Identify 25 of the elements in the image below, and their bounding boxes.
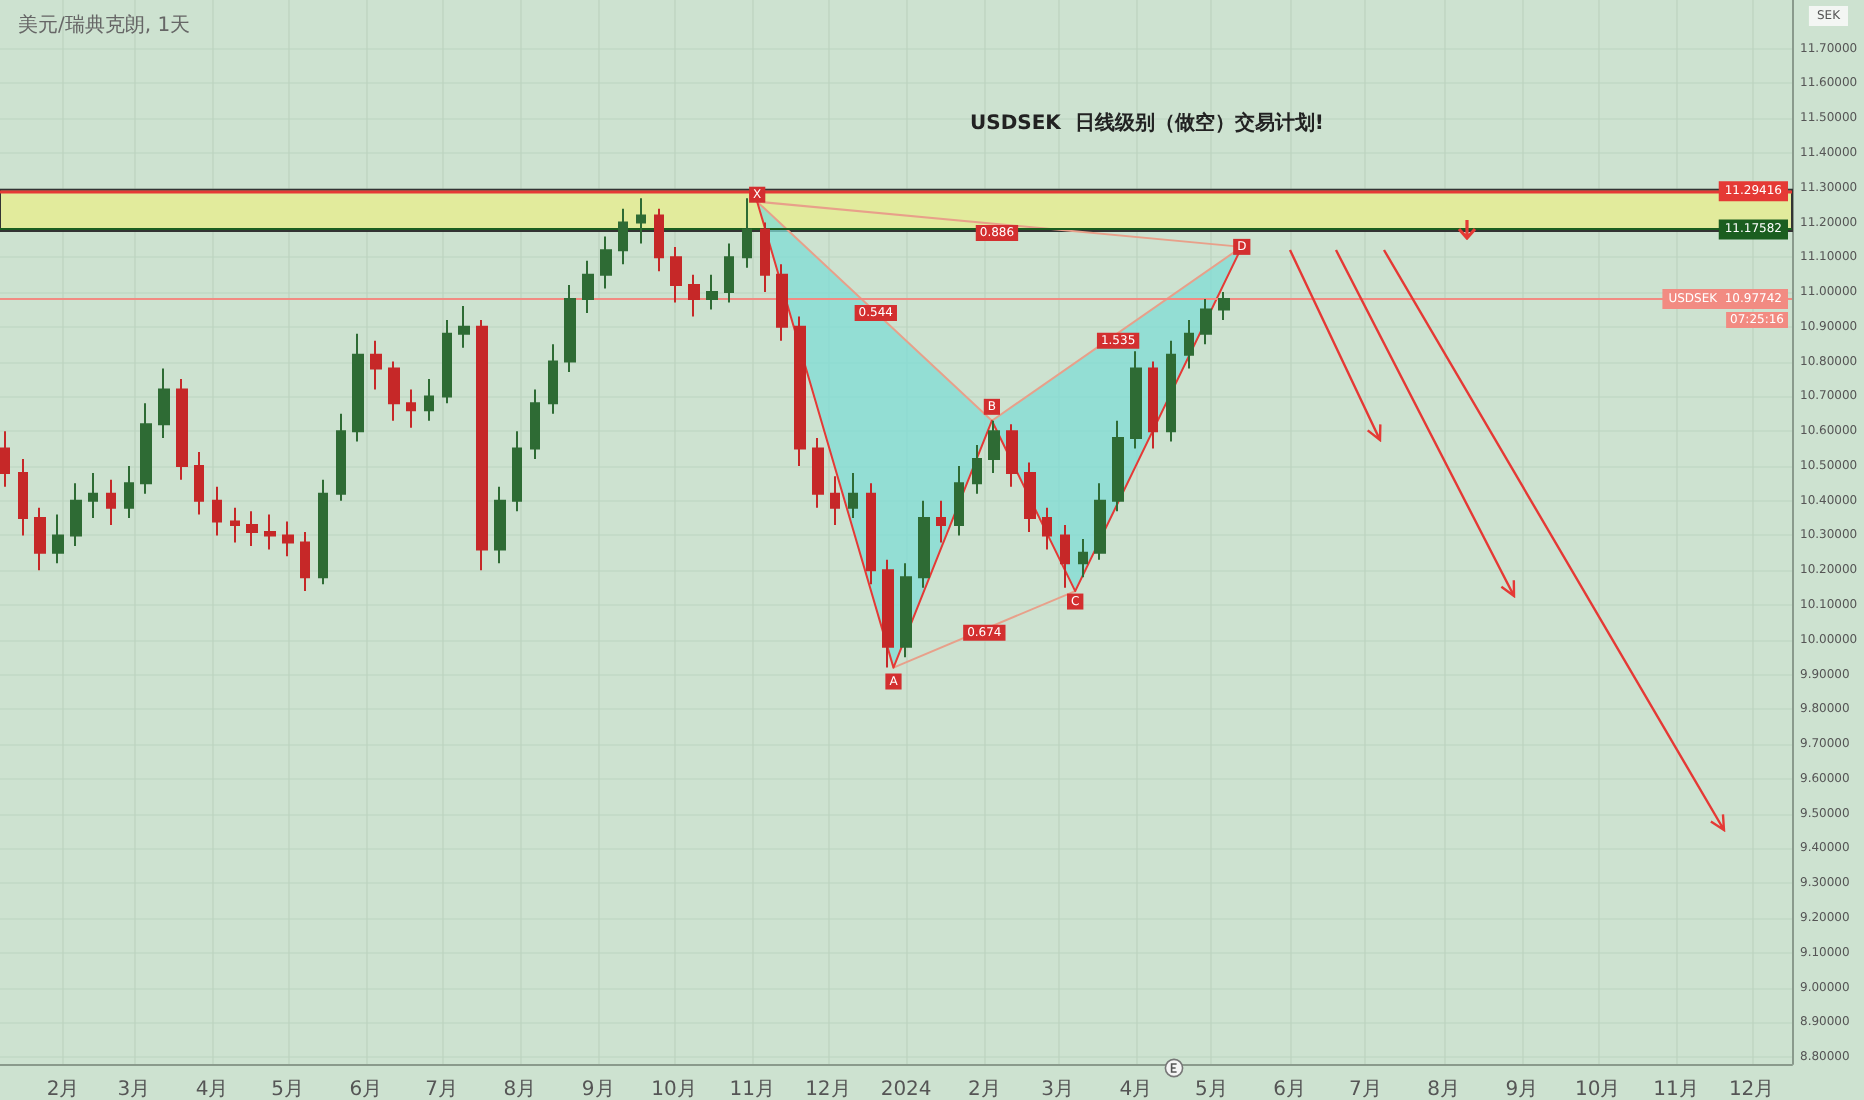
x-tick-label: 11月 — [1653, 1079, 1699, 1100]
x-tick-label: 12月 — [1728, 1079, 1775, 1100]
x-tick-label: 2024 — [880, 1079, 932, 1100]
x-tick-label: 2月 — [967, 1079, 1001, 1100]
x-tick-label: 4月 — [195, 1079, 229, 1100]
text: 美元/瑞典克朗, 1天 — [18, 13, 191, 37]
x-tick-label: 6月 — [1273, 1079, 1307, 1100]
x-tick-label: 2月 — [46, 1079, 80, 1100]
x-tick-label: 8月 — [503, 1079, 537, 1100]
x-tick-label: 8月 — [1427, 1079, 1461, 1100]
x-tick-label: 9月 — [581, 1079, 615, 1100]
x-tick-label: 10月 — [1574, 1079, 1621, 1100]
x-tick-label: 7月 — [1349, 1079, 1382, 1100]
x-tick-label: 3月 — [1041, 1079, 1074, 1100]
text: USDSEK 日线级别（做空）交易计划! — [970, 111, 1324, 135]
x-tick-label: 11月 — [729, 1079, 775, 1100]
x-tick-label: 4月 — [1119, 1079, 1153, 1100]
x-tick-label: 10月 — [651, 1079, 697, 1100]
x-tick-label: 5月 — [271, 1079, 305, 1100]
x-tick-label: 9月 — [1505, 1079, 1539, 1100]
x-tick-label: 6月 — [349, 1079, 383, 1100]
x-tick-label: 12月 — [805, 1079, 851, 1100]
x-tick-label: 5月 — [1195, 1079, 1228, 1100]
x-tick-label: 7月 — [425, 1079, 459, 1100]
x-tick-label: 3月 — [117, 1079, 151, 1100]
